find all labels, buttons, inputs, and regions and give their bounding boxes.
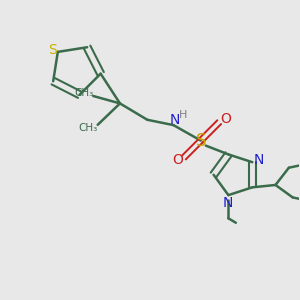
Text: N: N xyxy=(170,113,180,127)
Text: CH₃: CH₃ xyxy=(74,88,93,98)
Text: S: S xyxy=(48,44,57,57)
Text: N: N xyxy=(254,153,264,167)
Text: CH₃: CH₃ xyxy=(79,123,98,134)
Text: O: O xyxy=(220,112,231,126)
Text: H: H xyxy=(179,110,188,120)
Text: S: S xyxy=(196,132,206,150)
Text: N: N xyxy=(223,196,233,209)
Text: O: O xyxy=(172,154,183,167)
